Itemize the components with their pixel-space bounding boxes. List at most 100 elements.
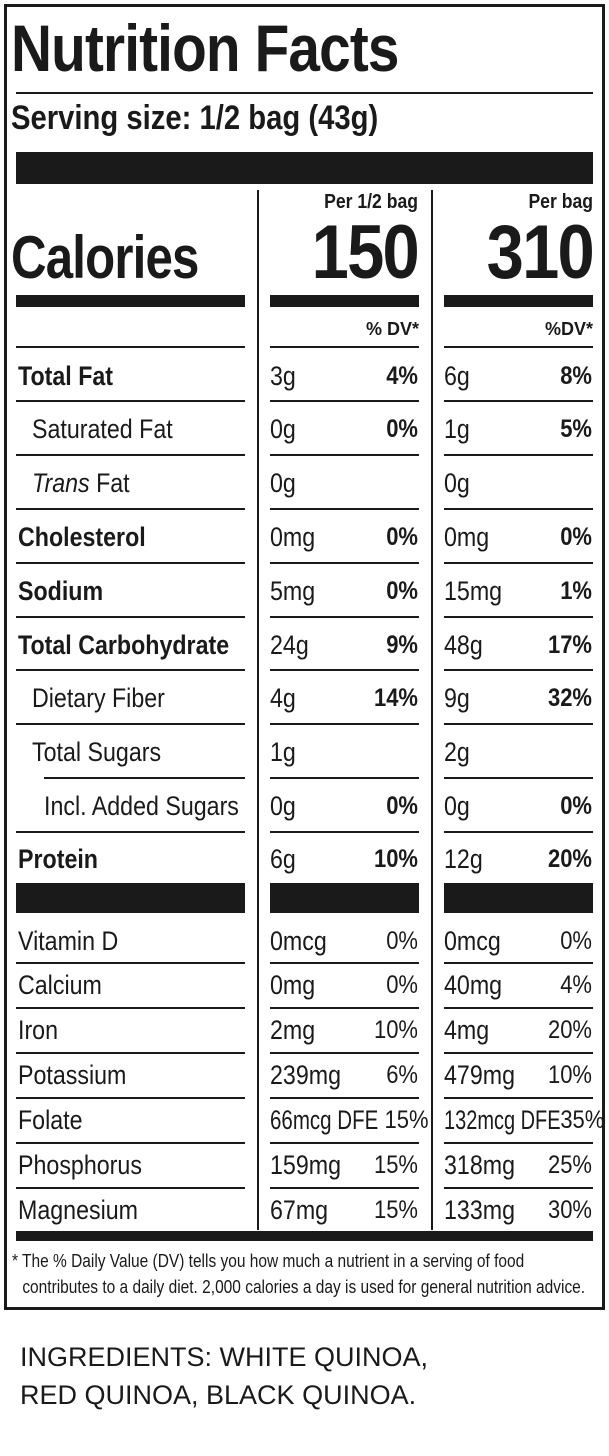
vitamin-amount: 133mg bbox=[444, 1195, 516, 1225]
nutrient-label: Total Fat bbox=[18, 361, 114, 391]
nutrient-amount: 5mg bbox=[270, 576, 316, 606]
vitamin-dv: 20% bbox=[547, 1016, 592, 1044]
row-rule bbox=[16, 1187, 245, 1189]
vitamin-label: Potassium bbox=[18, 1060, 127, 1090]
thick-bar-bottom bbox=[16, 1231, 593, 1241]
thick-bar-mid-left bbox=[16, 883, 245, 913]
column-2-dv-header: %DV* bbox=[544, 319, 593, 339]
nutrient-dv: 0% bbox=[560, 523, 592, 551]
row-rule bbox=[270, 831, 419, 833]
trans-rest: Fat bbox=[89, 468, 130, 498]
row-rule bbox=[270, 777, 419, 779]
nutrition-facts-label bbox=[4, 4, 605, 1310]
vitamin-dv: 35% bbox=[560, 1106, 605, 1134]
vitamin-label: Vitamin D bbox=[18, 926, 119, 956]
nutrient-amount: 12g bbox=[444, 844, 483, 874]
row-rule bbox=[16, 1007, 245, 1009]
calories-label: Calories bbox=[11, 224, 199, 291]
nutrient-amount: 1g bbox=[270, 737, 296, 767]
nutrient-amount: 0g bbox=[270, 414, 296, 444]
nutrient-amount: 6g bbox=[444, 361, 470, 391]
vitamin-amount: 318mg bbox=[444, 1150, 516, 1180]
trans-italic: Trans bbox=[32, 468, 90, 498]
vitamin-amount: 40mg bbox=[444, 970, 503, 1000]
vitamin-label: Phosphorus bbox=[18, 1150, 142, 1180]
row-rule bbox=[16, 400, 245, 402]
row-rule bbox=[444, 508, 593, 510]
serving-size: Serving size: 1/2 bag (43g) bbox=[11, 99, 379, 137]
footnote-line-2: contributes to a daily diet. 2,000 calor… bbox=[22, 1277, 586, 1297]
thick-bar-top bbox=[16, 152, 593, 184]
row-rule bbox=[270, 508, 419, 510]
column-divider-1 bbox=[257, 190, 259, 1230]
nutrient-dv: 5% bbox=[560, 415, 592, 443]
vitamin-amount: 159mg bbox=[270, 1150, 342, 1180]
vitamin-dv: 30% bbox=[547, 1196, 592, 1224]
nutrient-dv: 1% bbox=[560, 577, 592, 605]
nutrient-amount: 4g bbox=[270, 683, 296, 713]
row-rule bbox=[16, 962, 245, 964]
row-rule bbox=[16, 723, 245, 725]
footnote: * The % Daily Value (DV) tells you how m… bbox=[12, 1248, 585, 1300]
row-rule bbox=[16, 1052, 245, 1054]
vitamin-dv: 10% bbox=[373, 1016, 418, 1044]
nutrient-label: Sodium bbox=[18, 576, 104, 606]
row-rule bbox=[270, 669, 419, 671]
vitamin-amount: 132mcg DFE bbox=[444, 1105, 561, 1135]
row-rule bbox=[444, 346, 593, 348]
nutrient-dv: 0% bbox=[386, 577, 418, 605]
nutrient-dv: 17% bbox=[547, 631, 592, 659]
row-rule bbox=[270, 400, 419, 402]
nutrient-amount: 0g bbox=[270, 791, 296, 821]
row-rule bbox=[444, 831, 593, 833]
column-1-calories: 150 bbox=[311, 210, 420, 295]
row-rule bbox=[444, 669, 593, 671]
calories-bar-left bbox=[16, 295, 245, 307]
vitamin-dv: 25% bbox=[547, 1151, 592, 1179]
row-rule bbox=[270, 1142, 419, 1144]
nutrient-label: Total Sugars bbox=[32, 737, 162, 767]
nutrient-amount: 9g bbox=[444, 683, 470, 713]
thick-bar-mid-col2 bbox=[444, 883, 593, 913]
nutrient-amount: 15mg bbox=[444, 576, 503, 606]
nutrient-amount: 0mg bbox=[270, 522, 316, 552]
vitamin-amount: 479mg bbox=[444, 1060, 516, 1090]
row-rule bbox=[270, 346, 419, 348]
vitamin-dv: 15% bbox=[373, 1151, 418, 1179]
row-rule bbox=[16, 454, 245, 456]
column-1-header: Per 1/2 bag bbox=[324, 191, 418, 213]
nutrient-amount: 0g bbox=[444, 791, 470, 821]
nutrient-dv: 10% bbox=[373, 845, 418, 873]
nutrient-label: Dietary Fiber bbox=[32, 683, 165, 713]
vitamin-amount: 0mg bbox=[270, 970, 316, 1000]
row-rule bbox=[270, 1007, 419, 1009]
nutrient-dv: 8% bbox=[560, 362, 592, 390]
row-rule bbox=[444, 1097, 593, 1099]
nutrient-amount: 0mg bbox=[444, 522, 490, 552]
row-rule bbox=[16, 669, 245, 671]
vitamin-dv: 15% bbox=[384, 1106, 429, 1134]
row-rule bbox=[444, 616, 593, 618]
nutrient-amount: 24g bbox=[270, 630, 309, 660]
nutrient-amount: 0g bbox=[444, 468, 470, 498]
vitamin-amount: 239mg bbox=[270, 1060, 342, 1090]
column-1-dv-header: % DV* bbox=[365, 319, 419, 339]
row-rule bbox=[16, 1142, 245, 1144]
thick-bar-mid-col1 bbox=[270, 883, 419, 913]
label-title: Nutrition Facts bbox=[11, 11, 399, 85]
row-rule bbox=[444, 777, 593, 779]
row-rule bbox=[444, 400, 593, 402]
vitamin-amount: 2mg bbox=[270, 1015, 316, 1045]
nutrient-amount: 3g bbox=[270, 361, 296, 391]
nutrient-dv: 32% bbox=[547, 684, 592, 712]
row-rule bbox=[270, 723, 419, 725]
vitamin-amount: 0mcg bbox=[270, 926, 327, 956]
nutrient-dv: 9% bbox=[386, 631, 418, 659]
row-rule bbox=[270, 616, 419, 618]
row-rule bbox=[16, 831, 245, 833]
vitamin-amount: 66mcg DFE bbox=[270, 1105, 379, 1135]
vitamin-dv: 6% bbox=[386, 1061, 418, 1089]
nutrient-dv: 14% bbox=[373, 684, 418, 712]
nutrient-label: Incl. Added Sugars bbox=[44, 791, 239, 821]
title-rule bbox=[16, 92, 593, 94]
